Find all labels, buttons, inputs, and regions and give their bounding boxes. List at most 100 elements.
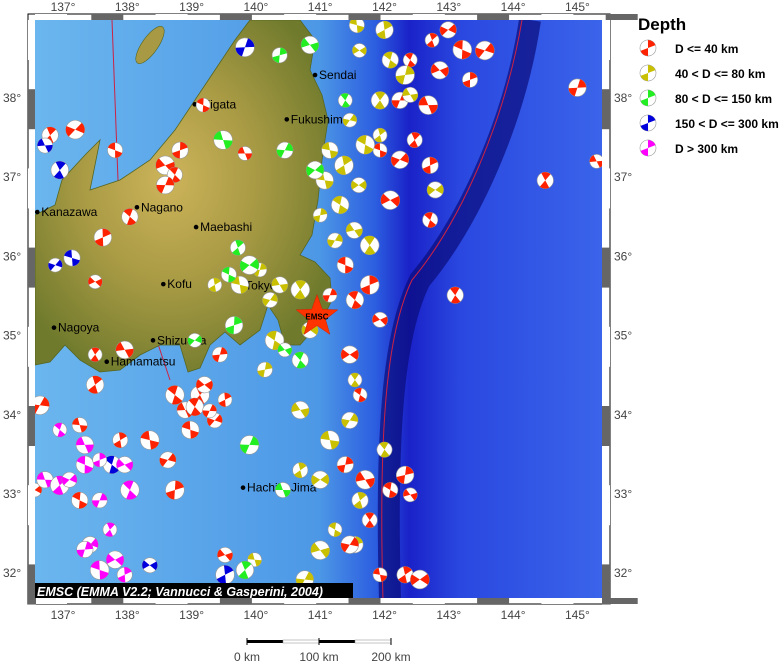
event-beachball — [65, 119, 85, 140]
city-label: Kanazawa — [41, 205, 97, 219]
right-lat-label: 37° — [614, 170, 632, 184]
event-beachball — [105, 550, 125, 569]
event-beachball — [331, 195, 350, 215]
event-beachball — [89, 560, 110, 580]
left-lat-label: 35° — [3, 329, 21, 343]
event-beachball — [276, 141, 294, 159]
event-beachball — [217, 392, 233, 408]
right-lat-label: 32° — [614, 566, 632, 580]
event-beachball — [220, 266, 237, 283]
event-beachball — [327, 232, 343, 249]
bottom-lon-label: 142° — [372, 608, 397, 622]
credit-text: EMSC (EMMA V2.2; Vannucci & Gasperini, 2… — [37, 585, 323, 599]
left-lat-label: 32° — [3, 566, 21, 580]
event-beachball — [312, 207, 328, 223]
event-beachball — [262, 292, 278, 308]
event-beachball — [71, 417, 88, 433]
event-beachball — [237, 146, 253, 161]
event-beachball — [380, 190, 400, 210]
top-lon-label: 143° — [436, 0, 461, 14]
event-beachball — [347, 372, 363, 388]
event-beachball — [102, 522, 118, 537]
event-beachball — [352, 43, 367, 58]
top-lon-label: 145° — [565, 0, 590, 14]
event-beachball — [320, 430, 340, 450]
event-beachball — [165, 480, 185, 500]
city-label: Kofu — [167, 277, 192, 291]
top-lon-label: 140° — [243, 0, 268, 14]
left-lat-label: 34° — [3, 408, 21, 422]
legend-label: 40 < D <= 80 km — [675, 67, 765, 81]
event-beachball — [171, 141, 189, 159]
event-beachball — [195, 376, 213, 394]
bottom-lon-label: 137° — [51, 608, 76, 622]
bottom-lon-label: 144° — [501, 608, 526, 622]
event-beachball — [290, 279, 310, 300]
event-beachball — [247, 552, 262, 568]
event-beachball — [271, 47, 288, 64]
legend-beachball-icon — [639, 64, 657, 82]
city-label: Fukushima — [291, 112, 350, 126]
event-beachball — [115, 340, 134, 359]
event-beachball — [310, 540, 330, 560]
event-beachball — [355, 470, 375, 490]
bottom-lon-label: 141° — [308, 608, 333, 622]
event-beachball — [202, 403, 217, 419]
land-sado-island — [135, 26, 165, 64]
right-lat-label: 33° — [614, 487, 632, 501]
event-beachball — [35, 482, 43, 498]
event-beachball — [63, 249, 81, 267]
event-beachball — [475, 40, 495, 61]
legend-beachball-icon — [639, 89, 657, 107]
event-beachball — [187, 333, 203, 348]
event-beachball — [424, 32, 440, 48]
event-beachball — [337, 93, 353, 108]
event-beachball — [300, 35, 320, 55]
top-lon-label: 142° — [372, 0, 397, 14]
event-beachball — [305, 160, 325, 180]
event-beachball — [421, 156, 439, 174]
event-beachball — [181, 420, 200, 439]
legend-label: D <= 40 km — [675, 42, 738, 56]
event-beachball — [345, 221, 363, 239]
event-beachball — [426, 181, 444, 199]
event-beachball — [345, 290, 365, 310]
event-beachball — [239, 255, 260, 275]
event-beachball — [257, 361, 273, 378]
event-beachball — [61, 471, 78, 488]
event-beachball — [229, 239, 246, 256]
city-label: Maebashi — [200, 220, 252, 234]
event-beachball — [47, 257, 63, 273]
event-beachball — [589, 154, 602, 169]
event-beachball — [37, 137, 53, 154]
event-beachball — [91, 492, 108, 509]
event-beachball — [87, 347, 103, 362]
city-marker — [150, 338, 156, 343]
event-beachball — [75, 435, 94, 454]
event-beachball — [372, 567, 388, 583]
event-beachball — [439, 21, 457, 39]
legend-label: 150 < D <= 300 km — [675, 117, 779, 131]
event-beachball — [112, 432, 129, 449]
event-beachball — [375, 20, 394, 39]
city-marker — [284, 117, 290, 122]
city-marker — [240, 485, 246, 490]
scale-label-0: 0 km — [234, 650, 260, 662]
event-beachball — [116, 566, 133, 583]
event-beachball — [352, 387, 368, 403]
event-beachball — [239, 435, 260, 455]
city-label: Sendai — [319, 68, 356, 82]
event-beachball — [211, 346, 228, 363]
event-beachball — [311, 470, 330, 489]
left-lat-label: 36° — [3, 249, 21, 263]
event-beachball — [390, 150, 410, 169]
event-beachball — [402, 487, 418, 503]
event-beachball — [141, 557, 158, 574]
event-beachball — [52, 422, 68, 438]
trench — [377, 20, 541, 598]
scale-bar: 0 km 100 km 200 km — [234, 638, 411, 664]
bottom-lon-label: 139° — [179, 608, 204, 622]
left-lat-label: 37° — [3, 170, 21, 184]
event-beachball — [107, 142, 123, 159]
